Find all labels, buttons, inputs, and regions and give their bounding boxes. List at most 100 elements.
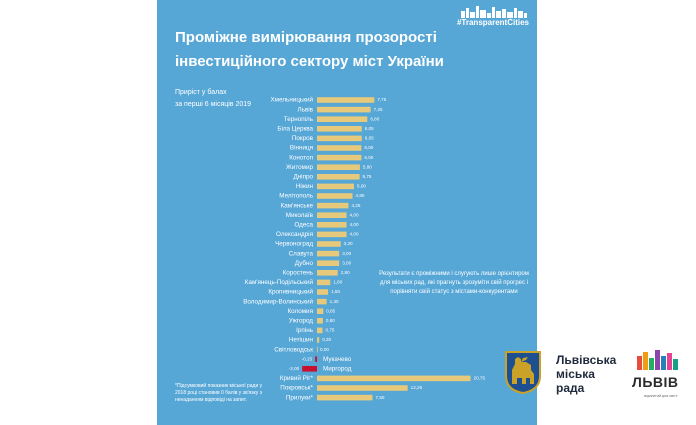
value-label-29: 20,75 — [474, 376, 486, 381]
category-label-4: Покров — [292, 135, 314, 142]
category-label-26: Світловодськ — [274, 345, 313, 353]
category-label-8: Дніпро — [293, 172, 313, 180]
category-label-16: Славута — [289, 250, 314, 257]
value-label-25: 0,30 — [322, 337, 331, 342]
category-label-23: Ужгород — [289, 317, 314, 324]
results-note: Результати є проміжними і слугують лише … — [379, 271, 529, 295]
value-label-10: 4,80 — [356, 193, 365, 198]
value-label-3: 6,05 — [365, 126, 374, 131]
category-label-22: Коломия — [287, 308, 313, 315]
bar-13 — [317, 222, 347, 228]
bar-22 — [317, 308, 324, 314]
value-label-0: 7,75 — [377, 97, 386, 102]
bar-11 — [317, 202, 349, 209]
title-line-1: Проміжне вимірювання прозорості — [175, 29, 437, 46]
bar-17 — [317, 260, 340, 266]
value-label-15: 3,20 — [344, 241, 353, 246]
category-label-5: Вінниця — [290, 144, 313, 152]
value-label-2: 6,80 — [370, 116, 379, 121]
bar-4 — [317, 135, 362, 142]
city-name-line-3: рада — [556, 381, 585, 395]
title-line-2: інвестиційного сектору міст України — [175, 53, 444, 70]
bar-15 — [317, 241, 341, 247]
category-label-1: Львів — [297, 105, 313, 113]
bar-7 — [317, 164, 360, 170]
bar-16 — [317, 250, 340, 257]
value-label-22: 0,85 — [326, 308, 335, 313]
category-label-21: Володимир-Волинський — [243, 297, 313, 305]
bar-chart: Хмельницький 7,75 Львів 7,25 Тернопіль 6,80 Бі… — [243, 96, 486, 402]
category-label-20: Кропивницький — [268, 288, 313, 296]
category-label-25: Нетішин — [289, 336, 314, 344]
bar-2 — [317, 116, 368, 122]
category-label-11: Кам'янське — [281, 202, 314, 209]
value-label-14: 4,00 — [350, 232, 359, 237]
city-name-line-1: Львівська — [556, 353, 617, 367]
category-label-9: Ніжин — [296, 182, 314, 190]
value-label-28: -2,00 — [289, 366, 300, 371]
category-label-13: Одеса — [294, 221, 313, 228]
bar-26 — [317, 346, 318, 353]
value-label-19: 1,80 — [333, 280, 342, 285]
value-label-24: 0,75 — [326, 328, 335, 333]
category-label-27: Мукачево — [323, 356, 352, 363]
hashtag-badge: #TransparentCities — [457, 6, 529, 27]
bar-6 — [317, 154, 362, 161]
footnote: *Підсумковий показник міської ради у 201… — [175, 383, 263, 403]
chart-subtitle: Приріст у балах за перші 6 місяців 2019 — [175, 87, 251, 111]
bar-9 — [317, 183, 354, 190]
value-label-26: 0,00 — [320, 347, 329, 352]
value-label-27: -0,25 — [302, 356, 313, 361]
lviv-coat-of-arms-icon — [505, 351, 541, 394]
bar-8 — [317, 174, 360, 180]
value-label-7: 5,80 — [363, 164, 372, 169]
category-label-14: Олександрія — [276, 230, 313, 238]
value-label-9: 5,00 — [357, 184, 366, 189]
value-label-11: 4,25 — [351, 203, 360, 208]
category-label-12: Миколаїв — [286, 212, 314, 219]
bar-19 — [317, 279, 331, 286]
category-label-31: Прилуки* — [286, 394, 314, 401]
value-label-6: 6,00 — [364, 155, 373, 160]
bar-20 — [317, 289, 329, 295]
category-label-17: Дубно — [295, 259, 314, 267]
bar-30 — [317, 385, 408, 391]
bar-23 — [317, 318, 323, 324]
page-title: Проміжне вимірювання прозорості інвестиц… — [175, 26, 475, 74]
value-label-18: 2,80 — [341, 270, 350, 275]
value-label-31: 7,50 — [376, 395, 385, 400]
category-label-18: Коростень — [283, 269, 314, 276]
bar-14 — [317, 231, 347, 238]
city-skyline-icon — [461, 6, 527, 18]
category-label-6: Конотоп — [289, 154, 313, 161]
value-label-16: 3,00 — [342, 251, 351, 256]
bar-25 — [317, 337, 320, 343]
value-label-21: 1,30 — [330, 299, 339, 304]
category-label-3: Біла Церква — [277, 124, 313, 132]
lviv-brand-logo-icon — [637, 350, 678, 370]
value-label-13: 4,00 — [350, 222, 359, 227]
value-label-1: 7,25 — [374, 107, 383, 112]
value-label-23: 0,80 — [326, 318, 335, 323]
category-label-7: Житомир — [286, 164, 313, 171]
category-label-29: Кривий Ріг* — [280, 374, 314, 382]
category-label-30: Покровськ* — [280, 385, 313, 392]
category-label-19: Кам'янець-Подільський — [245, 278, 314, 286]
value-label-17: 3,00 — [342, 260, 351, 265]
value-label-12: 4,00 — [350, 212, 359, 217]
category-label-0: Хмельницький — [271, 96, 314, 104]
category-label-15: Червоноград — [275, 241, 313, 248]
city-council-name: Львівська міська рада — [556, 353, 616, 395]
value-label-5: 6,00 — [364, 145, 373, 150]
category-label-28: Миргород — [323, 365, 352, 372]
value-label-30: 12,25 — [411, 385, 423, 390]
category-label-2: Тернопіль — [284, 115, 314, 123]
bar-12 — [317, 212, 347, 218]
subtitle-line-2: за перші 6 місяців 2019 — [175, 101, 252, 108]
bar-24 — [317, 327, 323, 334]
bar-28 — [302, 366, 317, 372]
bar-27 — [315, 356, 317, 362]
bar-21 — [317, 298, 327, 305]
bar-29 — [317, 375, 471, 382]
value-label-4: 6,05 — [365, 136, 374, 141]
